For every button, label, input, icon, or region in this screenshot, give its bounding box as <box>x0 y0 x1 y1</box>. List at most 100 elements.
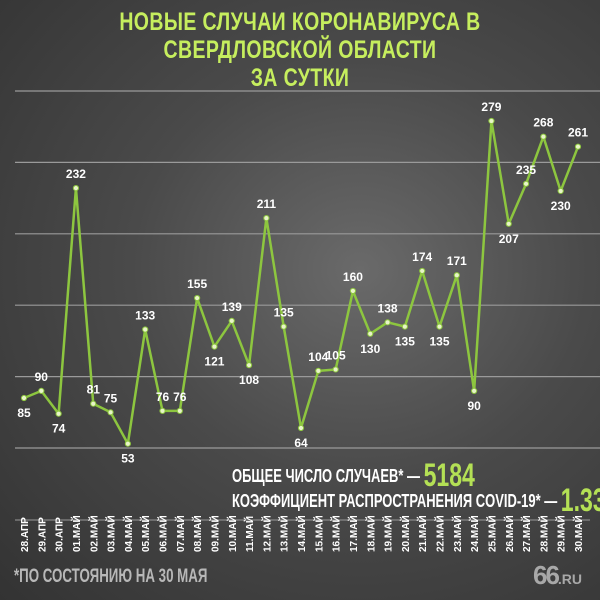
spread-rate-value: 1.33 <box>560 482 600 518</box>
data-point <box>471 387 478 394</box>
data-label: 279 <box>481 100 501 114</box>
data-point <box>522 180 530 187</box>
x-tick-label: 26.МАЙ <box>503 515 516 552</box>
data-point <box>72 185 80 192</box>
x-tick-label: 27.МАЙ <box>520 515 533 552</box>
x-tick-label: 21.МАЙ <box>416 515 429 552</box>
logo-suffix: .RU <box>557 571 583 587</box>
data-label: 135 <box>429 335 449 349</box>
data-point <box>332 366 339 373</box>
data-label: 90 <box>467 399 481 413</box>
data-point <box>228 317 235 325</box>
x-tick-label: 09.МАЙ <box>208 515 221 552</box>
x-tick-label: 29.АПР <box>37 517 48 552</box>
data-point <box>315 367 322 374</box>
data-point <box>419 267 426 275</box>
x-tick-label: 05.МАЙ <box>139 515 152 552</box>
data-point <box>176 407 183 414</box>
title-line-2: ЗА СУТКИ <box>250 64 350 92</box>
chart-title: НОВЫЕ СЛУЧАИ КОРОНАВИРУСА В СВЕРДЛОВСКОЙ… <box>66 8 534 92</box>
data-label: 64 <box>294 436 308 450</box>
data-point <box>488 117 495 125</box>
spread-rate: КОЭФФИЦИЕНТ РАСПРОСТРАНЕНИЯ COVID-19* — … <box>232 482 600 519</box>
data-point <box>107 409 114 416</box>
data-point <box>367 330 374 337</box>
total-cases: ОБЩЕЕ ЧИСЛО СЛУЧАЕВ* — 5184 <box>232 457 475 494</box>
data-point <box>38 387 45 394</box>
x-tick-label: 28.МАЙ <box>537 515 550 552</box>
data-label: 81 <box>87 383 101 397</box>
x-tick-label: 25.МАЙ <box>485 515 498 552</box>
title-line-1: НОВЫЕ СЛУЧАИ КОРОНАВИРУСА В СВЕРДЛОВСКОЙ… <box>119 8 481 64</box>
data-point <box>124 440 131 447</box>
data-label: 75 <box>104 391 118 405</box>
x-tick-label: 02.МАЙ <box>87 515 100 552</box>
data-label: 76 <box>156 390 170 404</box>
x-tick-label: 03.МАЙ <box>105 515 118 552</box>
data-point <box>211 343 218 350</box>
x-tick-label: 01.МАЙ <box>70 515 83 552</box>
data-label: 85 <box>17 406 31 420</box>
data-label: 105 <box>326 348 346 362</box>
data-point <box>263 214 270 222</box>
data-label: 76 <box>173 390 187 404</box>
data-label: 171 <box>447 254 467 268</box>
x-tick-label: 30.АПР <box>55 517 66 552</box>
data-point <box>159 407 166 414</box>
data-point <box>90 400 97 407</box>
data-point <box>557 187 564 195</box>
data-point <box>297 424 305 432</box>
x-tick-label: 11.МАЙ <box>243 516 256 552</box>
footnote: *ПО СОСТОЯНИЮ НА 30 МАЯ <box>14 566 208 587</box>
x-tick-label: 19.МАЙ <box>382 515 395 552</box>
data-label: 53 <box>121 452 135 466</box>
data-label: 130 <box>360 342 380 356</box>
data-point <box>142 326 149 333</box>
data-point <box>505 220 512 227</box>
x-tick-label: 16.МАЙ <box>330 515 343 552</box>
data-label: 207 <box>499 232 519 246</box>
data-point <box>20 394 28 402</box>
data-point <box>436 323 443 330</box>
x-tick-label: 17.МАЙ <box>347 515 360 552</box>
data-point <box>194 294 201 302</box>
data-label: 138 <box>378 301 398 315</box>
x-tick-label: 15.МАЙ <box>312 515 325 552</box>
logo: 66.RU <box>533 560 582 591</box>
data-point <box>574 143 582 150</box>
data-label: 155 <box>187 277 207 291</box>
data-point <box>453 272 460 279</box>
data-label: 135 <box>395 335 415 349</box>
x-tick-label: 23.МАЙ <box>451 515 464 552</box>
data-label: 211 <box>257 197 277 211</box>
x-tick-label: 04.МАЙ <box>122 515 135 552</box>
x-tick-label: 29.МАЙ <box>555 515 568 552</box>
data-label: 230 <box>551 199 571 213</box>
data-point <box>280 323 287 330</box>
x-tick-label: 20.МАЙ <box>399 515 412 552</box>
data-label: 121 <box>204 355 224 369</box>
data-label: 90 <box>35 370 49 384</box>
total-cases-value: 5184 <box>423 457 475 493</box>
logo-main: 66 <box>533 560 560 590</box>
data-label: 104 <box>308 350 328 364</box>
x-tick-label: 18.МАЙ <box>364 515 377 552</box>
data-point <box>401 323 408 330</box>
x-tick-label: 06.МАЙ <box>157 515 170 552</box>
x-tick-label: 24.МАЙ <box>468 515 481 552</box>
x-tick-label: 12.МАЙ <box>260 515 273 552</box>
data-point <box>384 319 391 326</box>
data-label: 74 <box>52 422 66 436</box>
x-tick-label: 22.МАЙ <box>434 515 447 552</box>
data-label: 160 <box>343 270 363 284</box>
data-label: 235 <box>516 163 536 177</box>
data-point <box>55 410 62 417</box>
spread-rate-label: КОЭФФИЦИЕНТ РАСПРОСТРАНЕНИЯ COVID-19* — <box>232 491 558 511</box>
x-tick-label: 07.МАЙ <box>174 515 187 552</box>
data-label: 133 <box>135 308 155 322</box>
x-tick-label: 30.МАЙ <box>572 515 585 552</box>
data-label: 135 <box>274 306 294 320</box>
data-label: 268 <box>533 116 553 130</box>
total-cases-label: ОБЩЕЕ ЧИСЛО СЛУЧАЕВ* — <box>232 466 420 486</box>
